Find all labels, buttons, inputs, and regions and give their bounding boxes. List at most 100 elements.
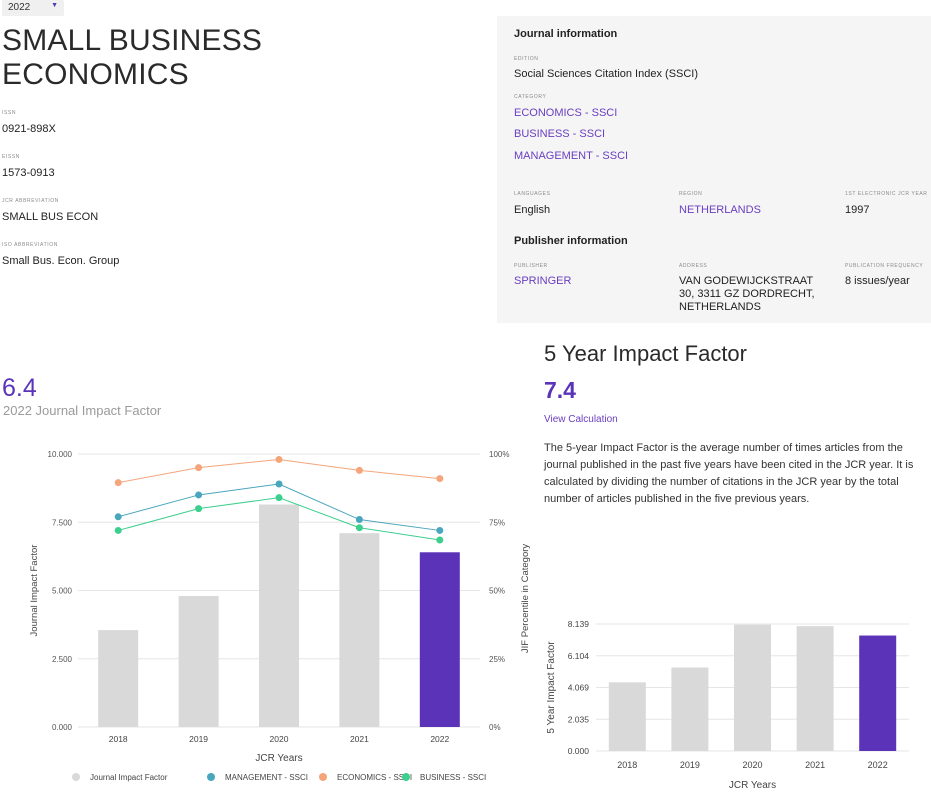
eissn-label: EISSN <box>2 154 21 160</box>
address-value: VAN GODEWIJCKSTRAAT 30, 3311 GZ DORDRECH… <box>679 275 815 313</box>
y-axis-title: Journal Impact Factor <box>29 545 40 637</box>
y-tick-label: 10.000 <box>48 450 73 459</box>
x-tick-label: 2020 <box>270 734 289 744</box>
iso-abbrev-value: Small Bus. Econ. Group <box>2 255 120 267</box>
legend-label: MANAGEMENT - SSCI <box>225 773 308 782</box>
five-year-description: The 5-year Impact Factor is the average … <box>544 442 914 505</box>
y-tick-label: 2.035 <box>568 714 590 724</box>
jif-value: 6.4 <box>2 374 37 402</box>
five-year-chart: 0.000 2.035 4.069 6.104 8.139 2018 2019 2020 202… <box>546 619 909 791</box>
percentile-point <box>195 505 203 513</box>
year-select-value: 2022 <box>8 2 31 13</box>
y-tick-label: 0.000 <box>52 723 73 732</box>
percentile-point <box>114 513 122 521</box>
publisher-link[interactable]: SPRINGER <box>514 275 572 287</box>
eissn-value: 1573-0913 <box>2 167 55 179</box>
legend-label: BUSINESS - SSCI <box>420 773 486 782</box>
edition-value: Social Sciences Citation Index (SSCI) <box>514 68 699 80</box>
five-year-title: 5 Year Impact Factor <box>544 341 747 366</box>
languages-value: English <box>514 204 551 216</box>
category-link-business[interactable]: BUSINESS - SSCI <box>514 128 606 140</box>
y-axis-title: 5 Year Impact Factor <box>546 641 557 734</box>
issn-label: ISSN <box>2 110 17 116</box>
percentile-point <box>275 494 283 502</box>
x-tick-label: 2021 <box>350 734 369 744</box>
x-axis-title: JCR Years <box>729 780 776 791</box>
percentile-point <box>275 455 283 463</box>
frequency-value: 8 issues/year <box>845 275 910 287</box>
journal-info-panel: Journal information EDITION Social Scien… <box>497 16 931 323</box>
category-label: CATEGORY <box>514 94 547 100</box>
y-right-tick-label: 100% <box>489 450 509 459</box>
first-jcr-year-label: 1ST ELECTRONIC JCR YEAR <box>845 191 928 197</box>
five-year-bar <box>608 682 646 751</box>
jif-label: 2022 Journal Impact Factor <box>3 403 162 418</box>
jif-bar <box>259 504 299 727</box>
five-year-bar <box>734 624 771 751</box>
edition-label: EDITION <box>514 56 539 62</box>
x-axis-title: JCR Years <box>255 753 302 764</box>
x-tick-label: 2019 <box>189 734 208 744</box>
five-year-bar <box>859 635 897 751</box>
percentile-point <box>195 491 203 499</box>
view-calculation-link[interactable]: View Calculation <box>544 414 618 425</box>
jif-bar <box>178 595 219 727</box>
percentile-point <box>436 536 444 544</box>
y-tick-label: 5.000 <box>52 587 73 596</box>
journal-info-header: Journal information <box>514 28 618 40</box>
legend-swatch <box>72 773 80 781</box>
y-tick-label: 4.069 <box>568 683 590 693</box>
percentile-point <box>195 464 203 472</box>
x-tick-label: 2021 <box>805 760 825 770</box>
region-label: REGION <box>679 191 703 197</box>
x-tick-label: 2020 <box>742 760 762 770</box>
percentile-point <box>275 480 283 488</box>
jif-bar <box>98 630 139 727</box>
region-link[interactable]: NETHERLANDS <box>679 204 761 216</box>
y-right-tick-label: 50% <box>489 587 505 596</box>
frequency-label: PUBLICATION FREQUENCY <box>845 263 924 269</box>
legend-swatch <box>402 773 410 781</box>
y-right-axis-title: JIF Percentile in Category <box>520 544 531 654</box>
legend-swatch <box>207 773 215 781</box>
five-year-value: 7.4 <box>544 377 576 403</box>
five-year-bar <box>796 626 834 751</box>
five-year-bar <box>671 667 709 751</box>
y-tick-label: 7.500 <box>52 518 73 527</box>
percentile-point <box>436 526 444 534</box>
y-tick-label: 6.104 <box>568 651 590 661</box>
percentile-point <box>436 475 444 483</box>
percentile-point <box>355 516 363 524</box>
percentile-point <box>114 526 122 534</box>
legend-swatch <box>319 773 327 781</box>
languages-label: LANGUAGES <box>514 191 551 197</box>
percentile-point <box>355 466 363 474</box>
legend-label: Journal Impact Factor <box>90 773 168 782</box>
chevron-down-icon: ▼ <box>51 2 58 9</box>
jif-bar <box>419 552 460 727</box>
x-tick-label: 2022 <box>868 760 888 770</box>
address-label: ADDRESS <box>679 263 708 269</box>
category-link-management[interactable]: MANAGEMENT - SSCI <box>514 150 629 162</box>
publisher-label: PUBLISHER <box>514 263 548 269</box>
jif-chart: 0.000 2.500 5.000 7.500 10.000 0% 25% 50% 75% 100… <box>29 450 531 782</box>
percentile-point <box>355 524 363 532</box>
year-select[interactable]: 2022 ▼ <box>2 0 64 16</box>
y-tick-label: 8.139 <box>568 619 590 629</box>
iso-abbrev-label: ISO ABBREVIATION <box>2 242 58 248</box>
y-right-tick-label: 0% <box>489 723 501 732</box>
publisher-info-header: Publisher information <box>514 235 628 247</box>
jcr-abbrev-value: SMALL BUS ECON <box>2 211 99 223</box>
x-tick-label: 2019 <box>680 760 700 770</box>
jif-bar <box>339 533 380 727</box>
x-tick-label: 2022 <box>430 734 449 744</box>
x-tick-label: 2018 <box>109 734 128 744</box>
journal-title: SMALL BUSINESS ECONOMICS <box>2 24 263 91</box>
category-link-economics[interactable]: ECONOMICS - SSCI <box>514 107 618 119</box>
issn-value: 0921-898X <box>2 123 56 135</box>
y-tick-label: 2.500 <box>52 655 73 664</box>
y-right-tick-label: 25% <box>489 655 505 664</box>
legend-label: ECONOMICS - SSCI <box>337 773 412 782</box>
jcr-abbrev-label: JCR ABBREVIATION <box>2 198 60 204</box>
y-tick-label: 0.000 <box>568 746 590 756</box>
